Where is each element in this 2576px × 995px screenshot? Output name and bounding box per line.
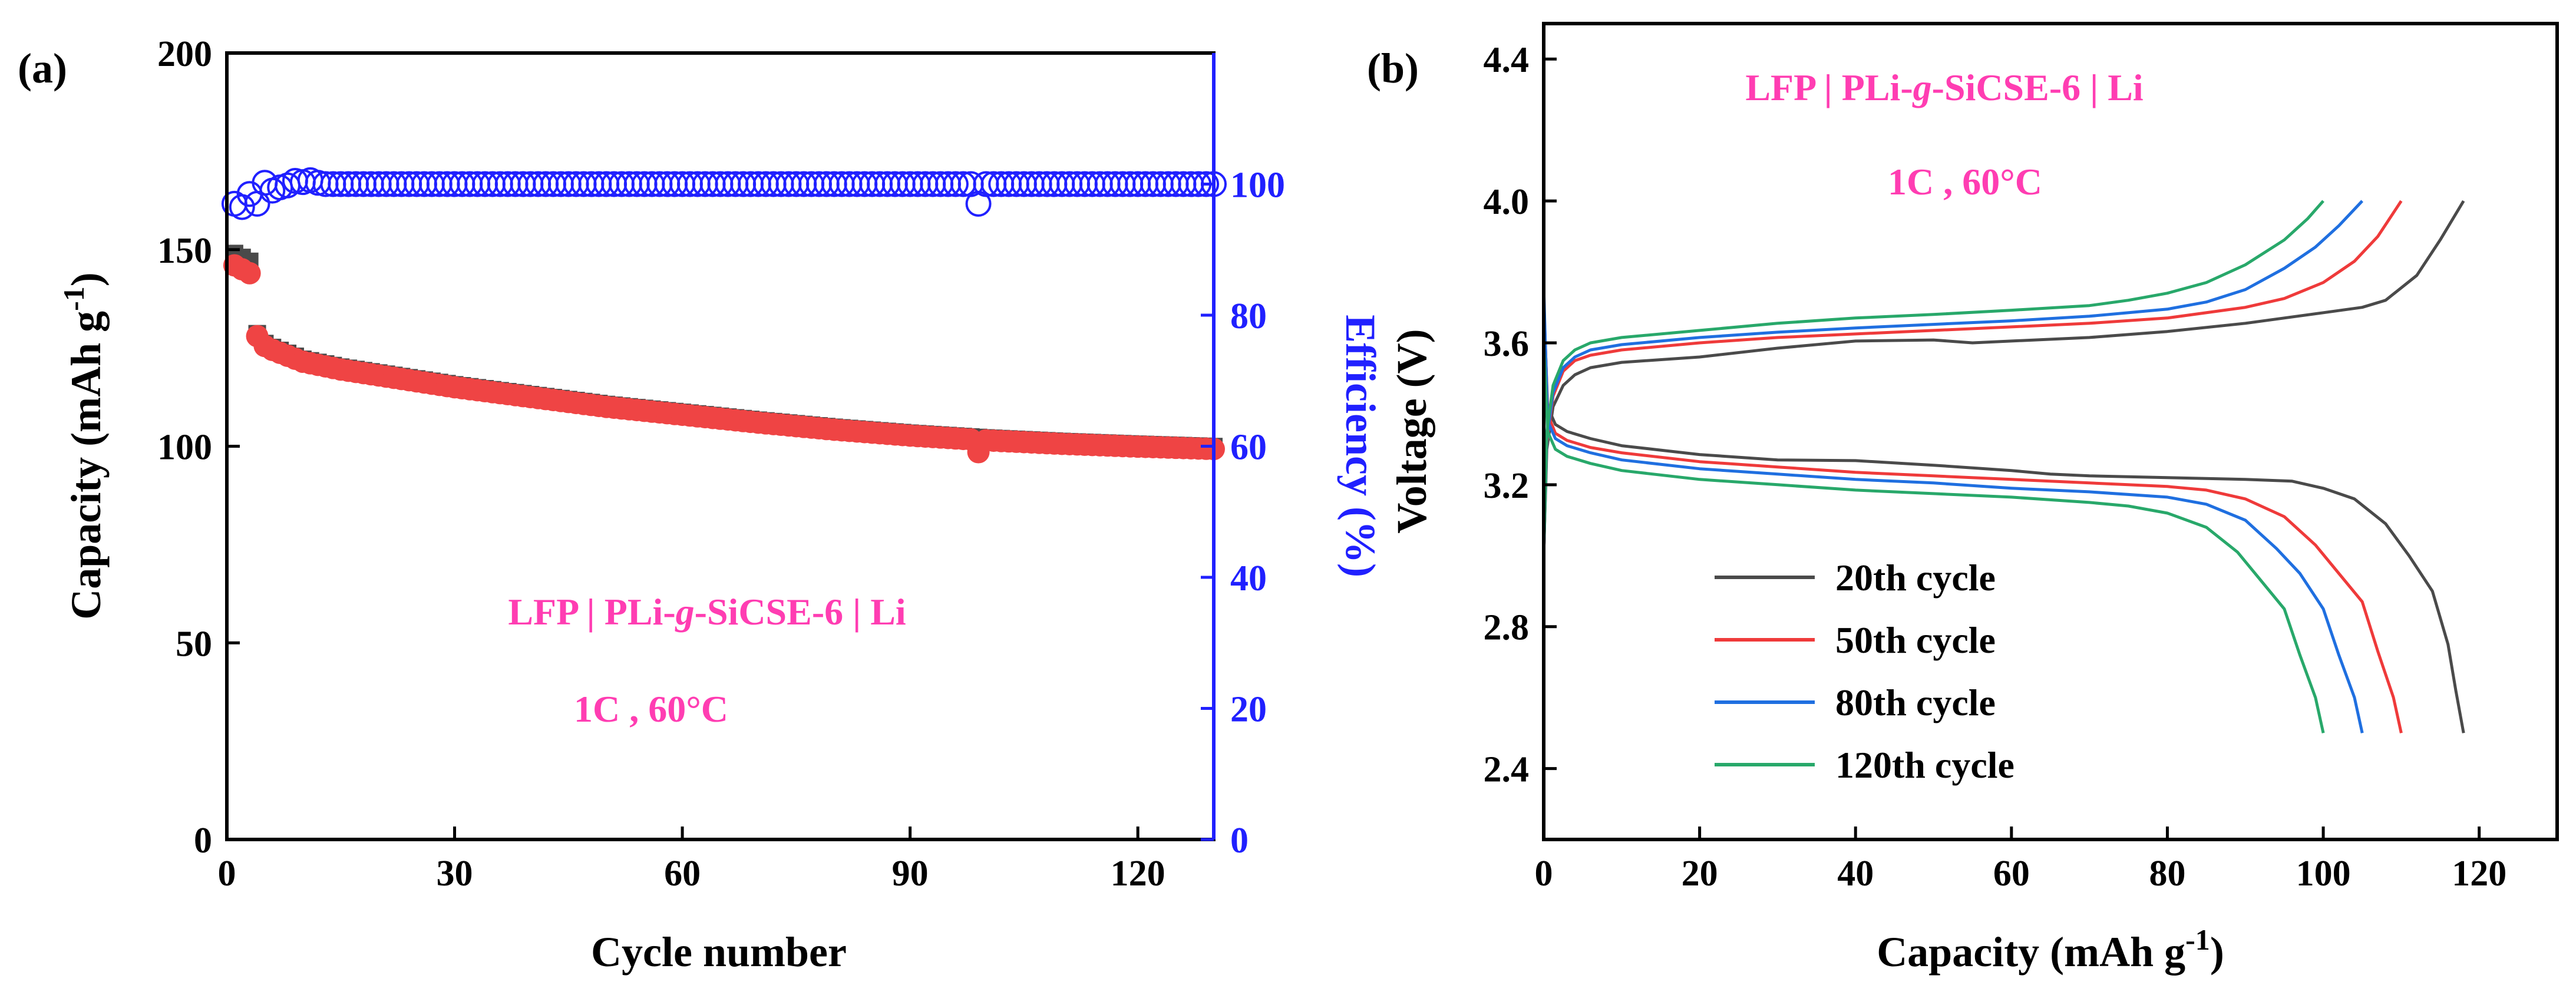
panel-a-annotation-italic: g <box>675 591 695 633</box>
series-line-charge <box>1542 200 2403 556</box>
panel-b-x-axis-label-sup: -1 <box>2185 923 2210 956</box>
panel-b-x-tick-label: 100 <box>2296 854 2351 894</box>
panel-a-y-tick-label: 200 <box>157 34 212 74</box>
panel-b-voltage-profile-chart: (b) 0 20 40 60 80 100 120 2.4 2.8 3.2 3.6 4.0 4.4 Ca… <box>1367 22 2559 976</box>
panel-b-x-tick-label: 0 <box>1535 854 1553 894</box>
panel-a-y-tick-label: 100 <box>157 428 212 468</box>
legend-label: 50th cycle <box>1835 619 1996 661</box>
discharge-capacity-point <box>238 262 261 285</box>
panel-b-x-tick-label: 20 <box>1682 854 1718 894</box>
efficiency-point <box>229 194 255 220</box>
panel-a-x-tick-label: 30 <box>437 854 473 894</box>
panel-b-annotation-part-1: LFP | PLi- <box>1745 67 1913 108</box>
panel-a-y-tick-label: 50 <box>176 624 212 664</box>
panel-a-y-axis-label-main: Capacity (mAh g <box>62 311 110 620</box>
legend-label: 20th cycle <box>1835 557 1996 599</box>
panel-b-annotation-part-2: -SiCSE-6 | Li <box>1932 67 2144 108</box>
panel-a-marks <box>221 167 1227 464</box>
panel-a-y2-tick-label: 20 <box>1230 690 1267 730</box>
panel-b-label: (b) <box>1367 45 1419 92</box>
panel-b-x-tick-label: 80 <box>2149 854 2185 894</box>
legend-label: 80th cycle <box>1835 682 1996 723</box>
panel-a-y2-tick-label: 40 <box>1230 558 1267 599</box>
panel-a-ticks: 0 30 60 90 120 0 50 100 150 200 0 20 40 60 80 100 <box>157 34 1285 894</box>
panel-a-y2-tick-label: 100 <box>1230 166 1285 206</box>
series-line-discharge <box>1542 300 2465 733</box>
panel-b-x-tick-label: 120 <box>2452 854 2506 894</box>
series-line-charge <box>1542 200 2324 556</box>
panel-a-y-axis-label: Capacity (mAh g-1) <box>57 272 110 620</box>
panel-a-y2-tick-label: 80 <box>1230 296 1267 336</box>
series-line-charge <box>1542 200 2364 556</box>
panel-a-y-tick-label: 0 <box>194 821 212 861</box>
panel-b-y-axis-label: Voltage (V) <box>1388 329 1435 533</box>
panel-a-x-tick-label: 90 <box>892 854 929 894</box>
panel-b-y-tick-label: 3.6 <box>1484 324 1530 364</box>
panel-a-annotation-cell: LFP | PLi-g-SiCSE-6 | Li <box>508 591 906 633</box>
panel-b-x-tick-label: 40 <box>1837 854 1874 894</box>
panel-b-ticks: 0 20 40 60 80 100 120 2.4 2.8 3.2 3.6 4.0 4.4 <box>1484 40 2507 894</box>
panel-a-y2-tick-label: 0 <box>1230 821 1249 861</box>
panel-b-y-tick-label: 4.4 <box>1484 40 1530 80</box>
panel-b-annotation-italic: g <box>1912 67 1932 108</box>
panel-b-x-tick-label: 60 <box>1993 854 2030 894</box>
panel-b-y-tick-label: 4.0 <box>1484 182 1530 222</box>
series-line-discharge <box>1542 286 2364 733</box>
panel-b-legend: 20th cycle 50th cycle 80th cycle 120th cycl… <box>1715 557 2014 786</box>
panel-b-marks <box>1542 200 2465 733</box>
panel-a-label: (a) <box>18 45 67 92</box>
panel-a-annotation-part-2: -SiCSE-6 | Li <box>695 591 906 633</box>
panel-a-x-tick-label: 60 <box>664 854 701 894</box>
efficiency-point <box>942 171 969 197</box>
panel-a-y-tick-label: 150 <box>157 231 212 271</box>
panel-b-y-tick-label: 3.2 <box>1484 466 1530 506</box>
panel-b-x-axis-label-close: ) <box>2210 928 2224 976</box>
panel-a-capacity-efficiency-chart: (a) 0 30 60 90 120 0 50 100 150 200 0 20 40 60 80 100 C… <box>18 34 1384 976</box>
panel-a-y2-tick-label: 60 <box>1230 428 1267 468</box>
panel-a-y-axis-label-sup: -1 <box>57 286 90 311</box>
panel-a-y2-axis-label: Efficiency (%) <box>1337 315 1384 577</box>
panel-b-x-axis-label-main: Capacity (mAh g <box>1877 928 2185 976</box>
panel-b-x-axis-label: Capacity (mAh g-1) <box>1877 923 2224 976</box>
series-line-discharge <box>1542 293 2403 733</box>
panel-a-x-tick-label: 120 <box>1111 854 1165 894</box>
legend-label: 120th cycle <box>1835 744 2014 786</box>
panel-b-y-tick-label: 2.4 <box>1484 750 1530 790</box>
panel-a-y-axis-label-close: ) <box>62 272 110 286</box>
series-line-discharge <box>1542 342 2325 733</box>
efficiency-point <box>1193 171 1220 197</box>
panel-b-annotation-condition: 1C , 60°C <box>1888 161 2042 203</box>
panel-a-x-tick-label: 0 <box>218 854 236 894</box>
series-line-charge <box>1542 200 2465 556</box>
panel-a-x-axis-label: Cycle number <box>591 928 847 976</box>
panel-b-frame <box>1542 22 2559 841</box>
panel-b-y-tick-label: 2.8 <box>1484 608 1530 648</box>
panel-b-annotation-cell: LFP | PLi-g-SiCSE-6 | Li <box>1745 67 2143 108</box>
panel-a-annotation-part-1: LFP | PLi- <box>508 591 675 633</box>
panel-a-annotation-condition: 1C , 60°C <box>574 688 728 730</box>
